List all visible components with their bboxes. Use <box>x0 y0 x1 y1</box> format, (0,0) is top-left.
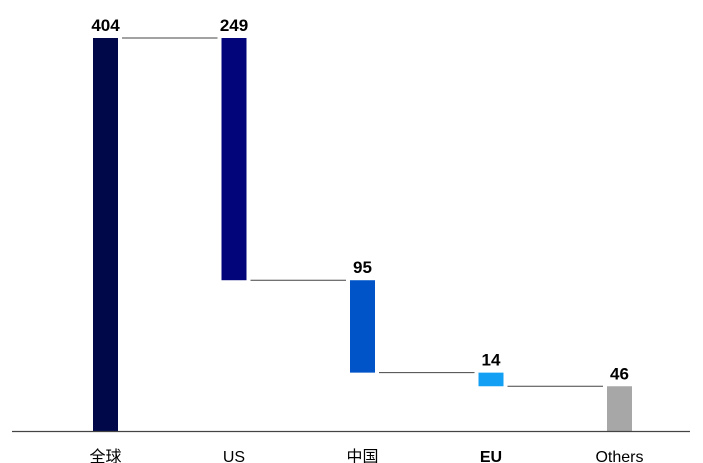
value-label-others: 46 <box>610 364 629 383</box>
bar-others <box>607 386 632 431</box>
category-label-全球: 全球 <box>89 448 121 463</box>
category-label-eu: EU <box>480 449 502 463</box>
bar-eu <box>478 372 504 387</box>
bar-us <box>221 38 247 281</box>
connector-lines <box>122 37 603 387</box>
bar-中国 <box>350 280 375 373</box>
category-label-others: Others <box>595 449 643 463</box>
value-label-中国: 95 <box>353 258 372 277</box>
category-labels-group: 全球 US 中国 EU Others <box>89 448 643 463</box>
value-label-eu: 14 <box>482 351 501 370</box>
category-label-中国: 中国 <box>346 448 378 463</box>
value-labels-group: 404 249 95 14 46 <box>91 16 629 383</box>
bar-全球 <box>93 38 118 431</box>
value-label-全球: 404 <box>91 16 120 35</box>
value-label-us: 249 <box>220 16 248 35</box>
category-label-us: US <box>223 449 245 463</box>
bars-group <box>93 38 632 431</box>
